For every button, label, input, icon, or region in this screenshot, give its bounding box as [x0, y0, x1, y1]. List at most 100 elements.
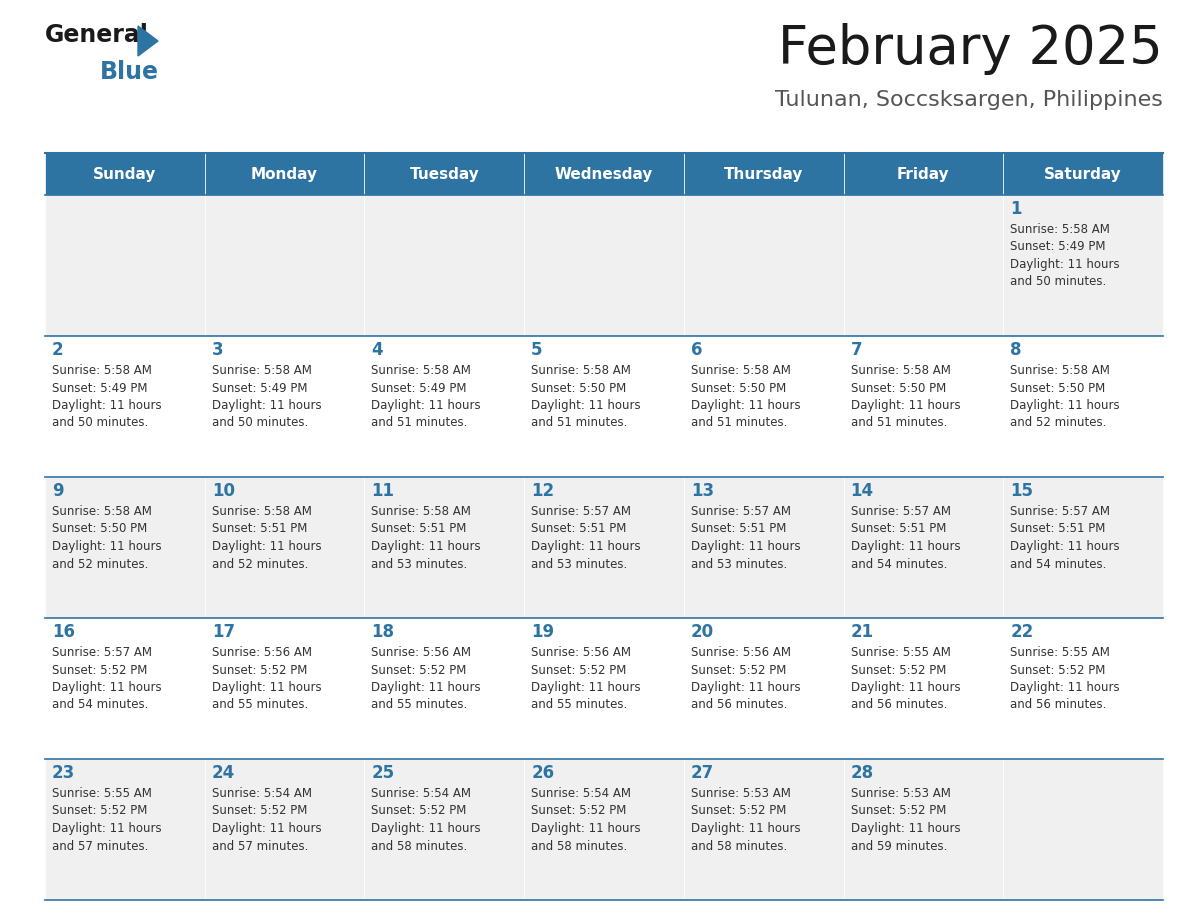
Text: Daylight: 11 hours: Daylight: 11 hours	[691, 681, 801, 694]
Text: and 50 minutes.: and 50 minutes.	[52, 417, 148, 430]
Text: Tuesday: Tuesday	[410, 166, 479, 182]
Bar	[45, 618, 204, 759]
Text: 5: 5	[531, 341, 543, 359]
Text: General: General	[45, 23, 148, 47]
Text: Daylight: 11 hours: Daylight: 11 hours	[372, 681, 481, 694]
Bar	[365, 477, 524, 618]
Text: Sunset: 5:51 PM: Sunset: 5:51 PM	[1010, 522, 1106, 535]
Text: and 55 minutes.: and 55 minutes.	[531, 699, 627, 711]
Text: Sunrise: 5:58 AM: Sunrise: 5:58 AM	[52, 505, 152, 518]
Text: and 58 minutes.: and 58 minutes.	[691, 839, 788, 853]
Bar	[1004, 759, 1163, 900]
Text: Sunrise: 5:53 AM: Sunrise: 5:53 AM	[851, 787, 950, 800]
Bar	[204, 618, 365, 759]
Text: Sunrise: 5:54 AM: Sunrise: 5:54 AM	[372, 787, 472, 800]
Text: and 55 minutes.: and 55 minutes.	[211, 699, 308, 711]
Text: Tulunan, Soccsksargen, Philippines: Tulunan, Soccsksargen, Philippines	[775, 90, 1163, 110]
Bar	[524, 477, 684, 618]
Text: Sunset: 5:52 PM: Sunset: 5:52 PM	[691, 804, 786, 818]
Text: Sunset: 5:52 PM: Sunset: 5:52 PM	[691, 664, 786, 677]
Text: and 51 minutes.: and 51 minutes.	[691, 417, 788, 430]
Bar	[365, 153, 524, 195]
Text: Daylight: 11 hours: Daylight: 11 hours	[531, 681, 640, 694]
Text: Daylight: 11 hours: Daylight: 11 hours	[1010, 258, 1120, 271]
Text: 8: 8	[1010, 341, 1022, 359]
Text: Sunset: 5:52 PM: Sunset: 5:52 PM	[372, 664, 467, 677]
Text: and 53 minutes.: and 53 minutes.	[372, 557, 468, 570]
Text: and 54 minutes.: and 54 minutes.	[1010, 557, 1107, 570]
Bar	[204, 153, 365, 195]
Text: 20: 20	[691, 623, 714, 641]
Text: and 51 minutes.: and 51 minutes.	[372, 417, 468, 430]
Text: Sunrise: 5:58 AM: Sunrise: 5:58 AM	[691, 364, 791, 377]
Bar	[524, 618, 684, 759]
Bar	[204, 336, 365, 477]
Text: 6: 6	[691, 341, 702, 359]
Text: Sunset: 5:49 PM: Sunset: 5:49 PM	[52, 382, 147, 395]
Text: and 52 minutes.: and 52 minutes.	[211, 557, 308, 570]
Bar	[684, 336, 843, 477]
Text: Sunrise: 5:57 AM: Sunrise: 5:57 AM	[531, 505, 631, 518]
Bar	[365, 618, 524, 759]
Bar	[843, 195, 1004, 336]
Bar	[1004, 618, 1163, 759]
Text: Daylight: 11 hours: Daylight: 11 hours	[531, 399, 640, 412]
Text: Sunrise: 5:58 AM: Sunrise: 5:58 AM	[211, 505, 311, 518]
Text: 1: 1	[1010, 200, 1022, 218]
Text: 26: 26	[531, 764, 555, 782]
Text: Sunset: 5:50 PM: Sunset: 5:50 PM	[531, 382, 626, 395]
Text: 27: 27	[691, 764, 714, 782]
Text: Sunrise: 5:57 AM: Sunrise: 5:57 AM	[691, 505, 791, 518]
Text: Sunset: 5:50 PM: Sunset: 5:50 PM	[52, 522, 147, 535]
Text: 15: 15	[1010, 482, 1034, 500]
Text: and 57 minutes.: and 57 minutes.	[211, 839, 308, 853]
Text: Sunrise: 5:58 AM: Sunrise: 5:58 AM	[372, 505, 472, 518]
Text: Daylight: 11 hours: Daylight: 11 hours	[211, 681, 321, 694]
Text: 18: 18	[372, 623, 394, 641]
Bar	[204, 195, 365, 336]
Bar	[684, 759, 843, 900]
Text: Daylight: 11 hours: Daylight: 11 hours	[372, 540, 481, 553]
Text: Sunrise: 5:57 AM: Sunrise: 5:57 AM	[851, 505, 950, 518]
Text: Saturday: Saturday	[1044, 166, 1121, 182]
Text: Sunrise: 5:58 AM: Sunrise: 5:58 AM	[211, 364, 311, 377]
Text: and 50 minutes.: and 50 minutes.	[211, 417, 308, 430]
Text: and 57 minutes.: and 57 minutes.	[52, 839, 148, 853]
Text: Sunset: 5:52 PM: Sunset: 5:52 PM	[52, 664, 147, 677]
Text: 3: 3	[211, 341, 223, 359]
Bar	[1004, 477, 1163, 618]
Text: Sunrise: 5:57 AM: Sunrise: 5:57 AM	[52, 646, 152, 659]
Text: Sunrise: 5:53 AM: Sunrise: 5:53 AM	[691, 787, 791, 800]
Bar	[1004, 153, 1163, 195]
Text: Sunset: 5:50 PM: Sunset: 5:50 PM	[1010, 382, 1106, 395]
Bar	[524, 759, 684, 900]
Text: Sunrise: 5:56 AM: Sunrise: 5:56 AM	[372, 646, 472, 659]
Text: Sunrise: 5:57 AM: Sunrise: 5:57 AM	[1010, 505, 1111, 518]
Text: Daylight: 11 hours: Daylight: 11 hours	[211, 540, 321, 553]
Text: Sunrise: 5:58 AM: Sunrise: 5:58 AM	[52, 364, 152, 377]
Text: and 53 minutes.: and 53 minutes.	[691, 557, 788, 570]
Text: Blue: Blue	[100, 60, 159, 84]
Text: Daylight: 11 hours: Daylight: 11 hours	[1010, 540, 1120, 553]
Text: Daylight: 11 hours: Daylight: 11 hours	[691, 399, 801, 412]
Bar	[524, 195, 684, 336]
Text: Daylight: 11 hours: Daylight: 11 hours	[211, 399, 321, 412]
Text: 14: 14	[851, 482, 873, 500]
Text: and 56 minutes.: and 56 minutes.	[691, 699, 788, 711]
Text: Daylight: 11 hours: Daylight: 11 hours	[1010, 681, 1120, 694]
Text: Sunrise: 5:56 AM: Sunrise: 5:56 AM	[691, 646, 791, 659]
Text: Sunset: 5:52 PM: Sunset: 5:52 PM	[211, 664, 307, 677]
Text: Sunrise: 5:58 AM: Sunrise: 5:58 AM	[372, 364, 472, 377]
Text: Sunset: 5:51 PM: Sunset: 5:51 PM	[531, 522, 626, 535]
Text: Sunrise: 5:54 AM: Sunrise: 5:54 AM	[531, 787, 631, 800]
Bar	[684, 153, 843, 195]
Text: Sunrise: 5:58 AM: Sunrise: 5:58 AM	[851, 364, 950, 377]
Text: Daylight: 11 hours: Daylight: 11 hours	[52, 822, 162, 835]
Text: 4: 4	[372, 341, 383, 359]
Bar	[843, 759, 1004, 900]
Text: 12: 12	[531, 482, 555, 500]
Text: Daylight: 11 hours: Daylight: 11 hours	[691, 540, 801, 553]
Text: Sunrise: 5:58 AM: Sunrise: 5:58 AM	[1010, 223, 1110, 236]
Bar	[45, 759, 204, 900]
Bar	[684, 618, 843, 759]
